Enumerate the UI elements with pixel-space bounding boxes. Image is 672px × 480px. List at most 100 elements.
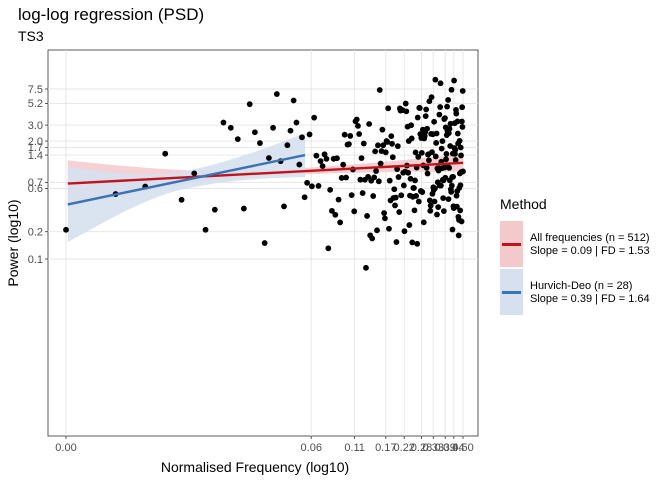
ci-band-hurvich-deo: [67, 133, 305, 242]
data-point: [422, 113, 429, 120]
data-point: [429, 149, 435, 156]
data-point: [379, 126, 386, 133]
data-point: [211, 206, 218, 213]
y-tick-label: 3.0: [28, 120, 43, 132]
data-point: [389, 140, 395, 147]
data-point: [437, 80, 444, 87]
data-point: [415, 154, 422, 160]
data-point: [191, 170, 198, 177]
data-point: [457, 182, 464, 189]
data-point: [459, 88, 466, 94]
data-point: [445, 130, 452, 137]
data-point: [299, 134, 305, 141]
chart-title: log-log regression (PSD): [18, 5, 205, 24]
x-tick-label: 0.22: [394, 442, 415, 454]
x-tick-label: 0.00: [55, 442, 76, 454]
data-point: [453, 110, 460, 117]
data-point: [457, 144, 464, 151]
data-point: [411, 207, 418, 214]
data-point: [308, 183, 315, 190]
data-point: [364, 213, 370, 219]
data-point: [355, 122, 361, 129]
data-point: [356, 131, 363, 137]
data-point: [444, 103, 450, 110]
data-point: [451, 77, 457, 84]
data-point: [365, 173, 372, 180]
data-point: [426, 157, 432, 164]
data-point: [327, 186, 334, 193]
data-point: [386, 177, 393, 184]
data-point: [445, 97, 452, 103]
data-point: [296, 161, 303, 168]
x-tick-label: 0.06: [301, 442, 322, 454]
data-point: [396, 209, 403, 215]
data-point: [418, 149, 425, 156]
data-point: [323, 155, 330, 162]
data-point: [380, 142, 387, 149]
x-tick-label: 0.33: [423, 442, 444, 454]
data-point: [432, 185, 438, 192]
data-point: [372, 148, 379, 155]
data-point: [261, 240, 268, 246]
data-point: [360, 140, 367, 147]
data-point: [431, 118, 438, 125]
data-point: [394, 143, 401, 150]
data-point: [337, 219, 344, 226]
data-point: [389, 154, 396, 161]
data-point: [431, 198, 438, 205]
data-point: [346, 141, 352, 148]
data-point: [246, 101, 253, 108]
y-tick-label: 1.7: [28, 142, 43, 154]
data-point: [347, 133, 354, 139]
legend-stats-hurvich-deo: Slope = 0.39 | FD = 1.64: [530, 293, 650, 305]
data-point: [234, 136, 241, 143]
data-point: [301, 194, 308, 201]
data-point: [448, 86, 455, 93]
x-axis-title: Normalised Frequency (log10): [161, 459, 349, 475]
data-point: [439, 138, 446, 145]
chart-subtitle: TS3: [18, 28, 44, 44]
data-point: [448, 182, 455, 189]
data-point: [452, 146, 459, 153]
data-point: [398, 192, 405, 199]
data-point: [453, 192, 460, 199]
data-point: [433, 130, 440, 137]
data-point: [293, 119, 300, 126]
data-point: [401, 228, 408, 235]
data-point: [432, 153, 439, 160]
fit-line-hurvich-deo: [67, 153, 306, 206]
data-point: [351, 208, 358, 215]
data-point: [452, 157, 459, 163]
data-point: [408, 122, 415, 129]
data-point: [454, 130, 461, 137]
data-point: [363, 264, 369, 271]
data-point: [227, 124, 234, 131]
data-point: [427, 207, 434, 214]
data-point: [400, 182, 407, 189]
data-point: [329, 207, 335, 214]
data-point: [405, 169, 412, 176]
data-point: [340, 161, 347, 168]
data-point: [373, 168, 379, 174]
x-tick-label: 0.50: [452, 442, 473, 454]
data-point: [341, 131, 348, 138]
data-point: [202, 226, 209, 233]
data-point: [358, 155, 365, 162]
data-point: [403, 108, 410, 115]
legend-item-all-frequencies: All frequencies (n = 512) Slope = 0.09 |…: [500, 221, 670, 267]
data-point: [424, 170, 431, 177]
data-point: [435, 204, 442, 211]
legend: Method All frequencies (n = 512) Slope =…: [500, 196, 670, 317]
data-point: [220, 119, 227, 126]
legend-label-hurvich-deo: Hurvich-Deo (n = 28): [530, 280, 633, 292]
data-point: [370, 193, 377, 199]
data-point: [366, 121, 373, 127]
data-point: [384, 139, 391, 145]
x-tick-label: 0.17: [375, 442, 396, 454]
data-point: [382, 149, 389, 156]
data-point: [412, 177, 418, 184]
data-point: [376, 87, 383, 93]
data-point: [412, 149, 419, 156]
data-point: [332, 211, 339, 218]
